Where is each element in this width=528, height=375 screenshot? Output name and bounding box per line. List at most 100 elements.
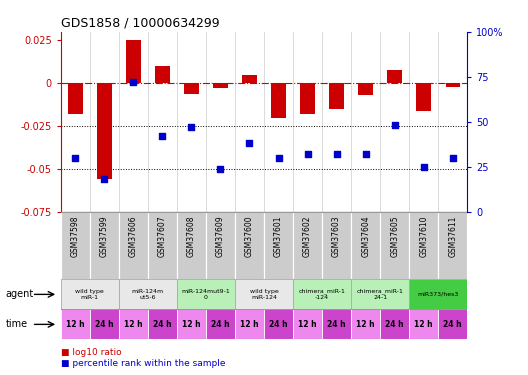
Text: GSM37610: GSM37610 <box>419 215 428 257</box>
Bar <box>119 309 148 339</box>
Text: GSM37607: GSM37607 <box>158 215 167 257</box>
Text: 12 h: 12 h <box>298 320 317 329</box>
Point <box>245 141 254 147</box>
Bar <box>264 212 293 279</box>
Bar <box>380 212 409 279</box>
Bar <box>177 279 235 309</box>
Text: GSM37603: GSM37603 <box>332 215 341 257</box>
Text: 12 h: 12 h <box>124 320 143 329</box>
Bar <box>61 279 119 309</box>
Bar <box>438 212 467 279</box>
Text: GDS1858 / 10000634299: GDS1858 / 10000634299 <box>61 16 219 29</box>
Bar <box>184 83 199 94</box>
Bar <box>213 83 228 88</box>
Point <box>303 151 312 157</box>
Bar <box>409 212 438 279</box>
Bar <box>90 212 119 279</box>
Bar <box>148 212 177 279</box>
Bar <box>409 309 438 339</box>
Text: chimera_miR-1
-124: chimera_miR-1 -124 <box>299 289 345 300</box>
Bar <box>351 309 380 339</box>
Bar <box>61 212 90 279</box>
Text: wild type
miR-124: wild type miR-124 <box>250 289 278 300</box>
Text: time: time <box>5 320 27 329</box>
Bar <box>438 309 467 339</box>
Text: 12 h: 12 h <box>356 320 375 329</box>
Text: GSM37602: GSM37602 <box>303 215 312 257</box>
Bar <box>329 83 344 109</box>
Text: 24 h: 24 h <box>444 320 462 329</box>
Bar <box>293 309 322 339</box>
Text: GSM37611: GSM37611 <box>448 215 457 256</box>
Point <box>361 151 370 157</box>
Text: 24 h: 24 h <box>211 320 230 329</box>
Text: 24 h: 24 h <box>269 320 288 329</box>
Bar <box>148 309 177 339</box>
Bar <box>300 83 315 114</box>
Point <box>187 124 196 130</box>
Point <box>100 177 109 183</box>
Text: GSM37600: GSM37600 <box>245 215 254 257</box>
Bar <box>351 279 409 309</box>
Bar <box>68 83 82 114</box>
Bar <box>322 212 351 279</box>
Bar <box>235 309 264 339</box>
Bar <box>97 83 111 179</box>
Text: 12 h: 12 h <box>66 320 84 329</box>
Text: GSM37609: GSM37609 <box>216 215 225 257</box>
Text: 12 h: 12 h <box>414 320 433 329</box>
Point <box>129 79 138 85</box>
Text: 24 h: 24 h <box>327 320 346 329</box>
Text: 12 h: 12 h <box>182 320 201 329</box>
Text: GSM37598: GSM37598 <box>71 215 80 257</box>
Bar <box>206 309 235 339</box>
Point <box>275 155 283 161</box>
Bar <box>359 83 373 95</box>
Bar <box>235 279 293 309</box>
Bar <box>119 279 177 309</box>
Text: GSM37606: GSM37606 <box>129 215 138 257</box>
Bar <box>61 309 90 339</box>
Text: miR373/hes3: miR373/hes3 <box>418 292 459 297</box>
Bar <box>242 75 257 83</box>
Bar <box>351 212 380 279</box>
Bar <box>177 309 206 339</box>
Point <box>71 155 80 161</box>
Bar <box>446 83 460 87</box>
Bar <box>271 83 286 118</box>
Bar <box>293 212 322 279</box>
Bar <box>90 309 119 339</box>
Point <box>216 166 225 172</box>
Bar <box>293 279 351 309</box>
Text: wild type
miR-1: wild type miR-1 <box>76 289 104 300</box>
Text: GSM37605: GSM37605 <box>390 215 399 257</box>
Bar <box>409 279 467 309</box>
Text: ■ log10 ratio: ■ log10 ratio <box>61 348 121 357</box>
Text: chimera_miR-1
24-1: chimera_miR-1 24-1 <box>357 289 403 300</box>
Point <box>158 133 167 139</box>
Point <box>420 164 428 170</box>
Bar <box>155 66 169 83</box>
Text: agent: agent <box>5 290 34 299</box>
Bar <box>388 70 402 83</box>
Text: GSM37608: GSM37608 <box>187 215 196 257</box>
Text: 24 h: 24 h <box>95 320 114 329</box>
Point <box>449 155 457 161</box>
Bar <box>264 309 293 339</box>
Bar <box>322 309 351 339</box>
Text: 24 h: 24 h <box>153 320 172 329</box>
Bar <box>380 309 409 339</box>
Bar <box>177 212 206 279</box>
Bar <box>119 212 148 279</box>
Text: miR-124m
ut5-6: miR-124m ut5-6 <box>132 289 164 300</box>
Bar <box>235 212 264 279</box>
Bar <box>126 40 140 83</box>
Text: ■ percentile rank within the sample: ■ percentile rank within the sample <box>61 359 225 368</box>
Bar <box>206 212 235 279</box>
Text: 12 h: 12 h <box>240 320 259 329</box>
Point <box>391 123 399 129</box>
Point <box>333 151 341 157</box>
Text: 24 h: 24 h <box>385 320 404 329</box>
Text: miR-124mut9-1
0: miR-124mut9-1 0 <box>182 289 230 300</box>
Text: GSM37601: GSM37601 <box>274 215 283 257</box>
